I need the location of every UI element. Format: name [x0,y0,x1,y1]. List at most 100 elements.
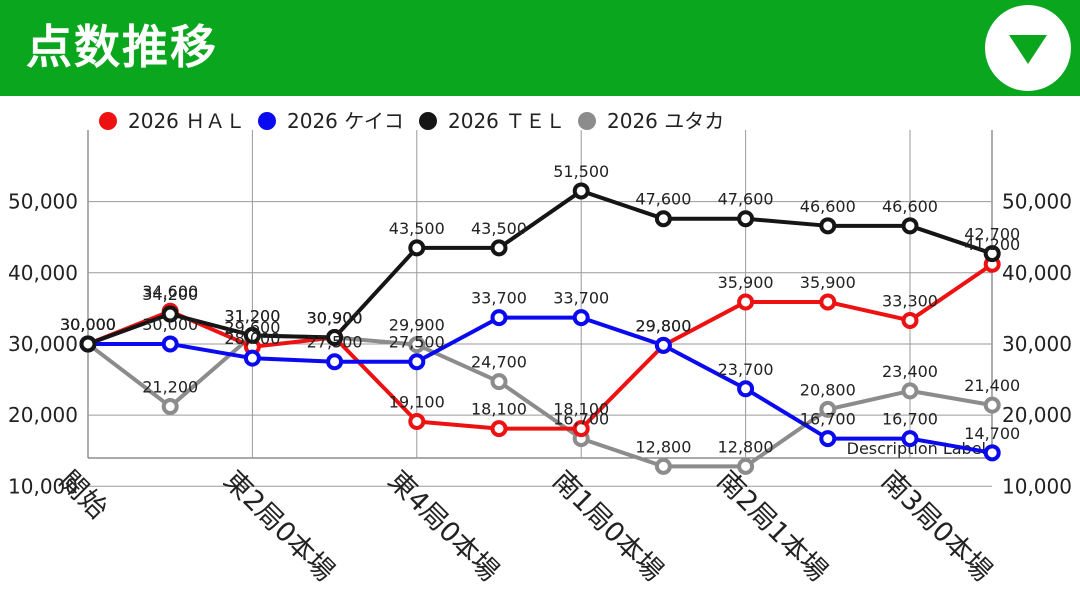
data-point [408,239,426,257]
data-label: 31,200 [224,306,280,325]
triangle-down-icon [1009,35,1047,64]
data-label: 12,800 [635,437,691,456]
data-label: 35,900 [718,273,774,292]
data-label: 16,700 [553,410,609,429]
data-label: 16,700 [882,410,938,429]
data-label: 24,700 [471,353,527,372]
data-label: 23,700 [718,360,774,379]
data-point [901,217,919,235]
data-label: 12,800 [718,437,774,456]
data-point [490,420,508,438]
data-label: 41,200 [964,235,1020,254]
data-label: 30,000 [60,315,116,334]
data-point [572,309,590,327]
data-label: 47,600 [718,190,774,209]
data-label: 18,100 [471,400,527,419]
data-label: 43,500 [471,219,527,238]
data-label: 46,600 [800,197,856,216]
data-point [654,457,672,475]
data-label: 20,800 [800,380,856,399]
data-point [408,413,426,431]
data-point [737,210,755,228]
series-line [86,333,993,469]
menu-button[interactable] [985,5,1071,91]
page-title: 点数推移 [26,20,218,74]
data-point [901,382,919,400]
data-point [901,311,919,329]
data-point [243,326,261,344]
legend-label: 2026 ユタカ [607,109,724,133]
data-label: 51,500 [553,162,609,181]
legend-marker [419,112,437,130]
y-tick-label-right: 30,000 [1002,332,1072,356]
data-label: 30,000 [142,315,198,334]
data-label: 19,100 [389,393,445,412]
legend-marker [258,112,276,130]
data-label: 30,000 [60,315,116,334]
data-point [983,444,1001,462]
data-point [326,353,344,371]
data-label: 30,900 [307,309,363,328]
y-tick-label-left: 40,000 [8,261,78,285]
data-label: 34,200 [142,285,198,304]
data-point [161,398,179,416]
data-point [243,349,261,367]
data-point [572,182,590,200]
header-bar: 点数推移 [0,0,1080,96]
y-tick-label-right: 20,000 [1002,403,1072,427]
data-label: 42,700 [964,225,1020,244]
data-label: 29,900 [389,316,445,335]
data-label: 33,700 [553,289,609,308]
y-tick-label-right: 50,000 [1002,190,1072,214]
data-point [983,396,1001,414]
data-label: 16,700 [800,410,856,429]
data-point [983,245,1001,263]
data-label: 35,900 [800,273,856,292]
data-label: 29,800 [635,316,691,335]
data-point [737,293,755,311]
legend-label: 2026 ケイコ [287,109,404,133]
x-tick-label: 東4局0本場 [382,465,505,588]
series-line [88,315,993,455]
data-point [572,420,590,438]
data-point [326,329,344,347]
data-point [737,380,755,398]
data-point [408,353,426,371]
data-label: 29,800 [635,316,691,335]
data-label: 27,500 [389,333,445,352]
data-label: 21,200 [142,378,198,397]
y-tick-label-left: 30,000 [8,332,78,356]
legend-label: 2026 ＨＡＬ [128,109,245,133]
y-tick-label-left: 20,000 [8,403,78,427]
data-label: 43,500 [389,219,445,238]
data-label: 21,400 [964,376,1020,395]
x-tick-label: 南1局0本場 [546,465,669,588]
data-point [819,293,837,311]
legend-marker [99,112,117,130]
y-tick-label-right: 10,000 [1002,474,1072,498]
data-label: 30,000 [60,315,116,334]
x-tick-label: 南2局1本場 [711,465,834,588]
data-label: 31,200 [224,306,280,325]
data-label: 34,600 [142,282,198,301]
data-label: 33,700 [471,289,527,308]
data-label: 33,300 [882,291,938,310]
data-label: 30,000 [60,315,116,334]
data-label: 30,900 [307,309,363,328]
data-point [490,309,508,327]
data-label: 28,000 [224,329,280,348]
y-tick-label-right: 40,000 [1002,261,1072,285]
x-tick-label: 東2局0本場 [217,465,340,588]
data-label: 30,900 [307,309,363,328]
data-label: 23,400 [882,362,938,381]
series-line [87,262,994,431]
x-tick-label: 南3局0本場 [875,465,998,588]
legend-label: 2026 ＴＥＬ [448,109,565,133]
data-point [819,217,837,235]
y-tick-label-left: 50,000 [8,190,78,214]
data-point [408,336,426,354]
data-point [490,239,508,257]
data-label: 14,700 [964,424,1020,443]
data-point [79,335,97,353]
